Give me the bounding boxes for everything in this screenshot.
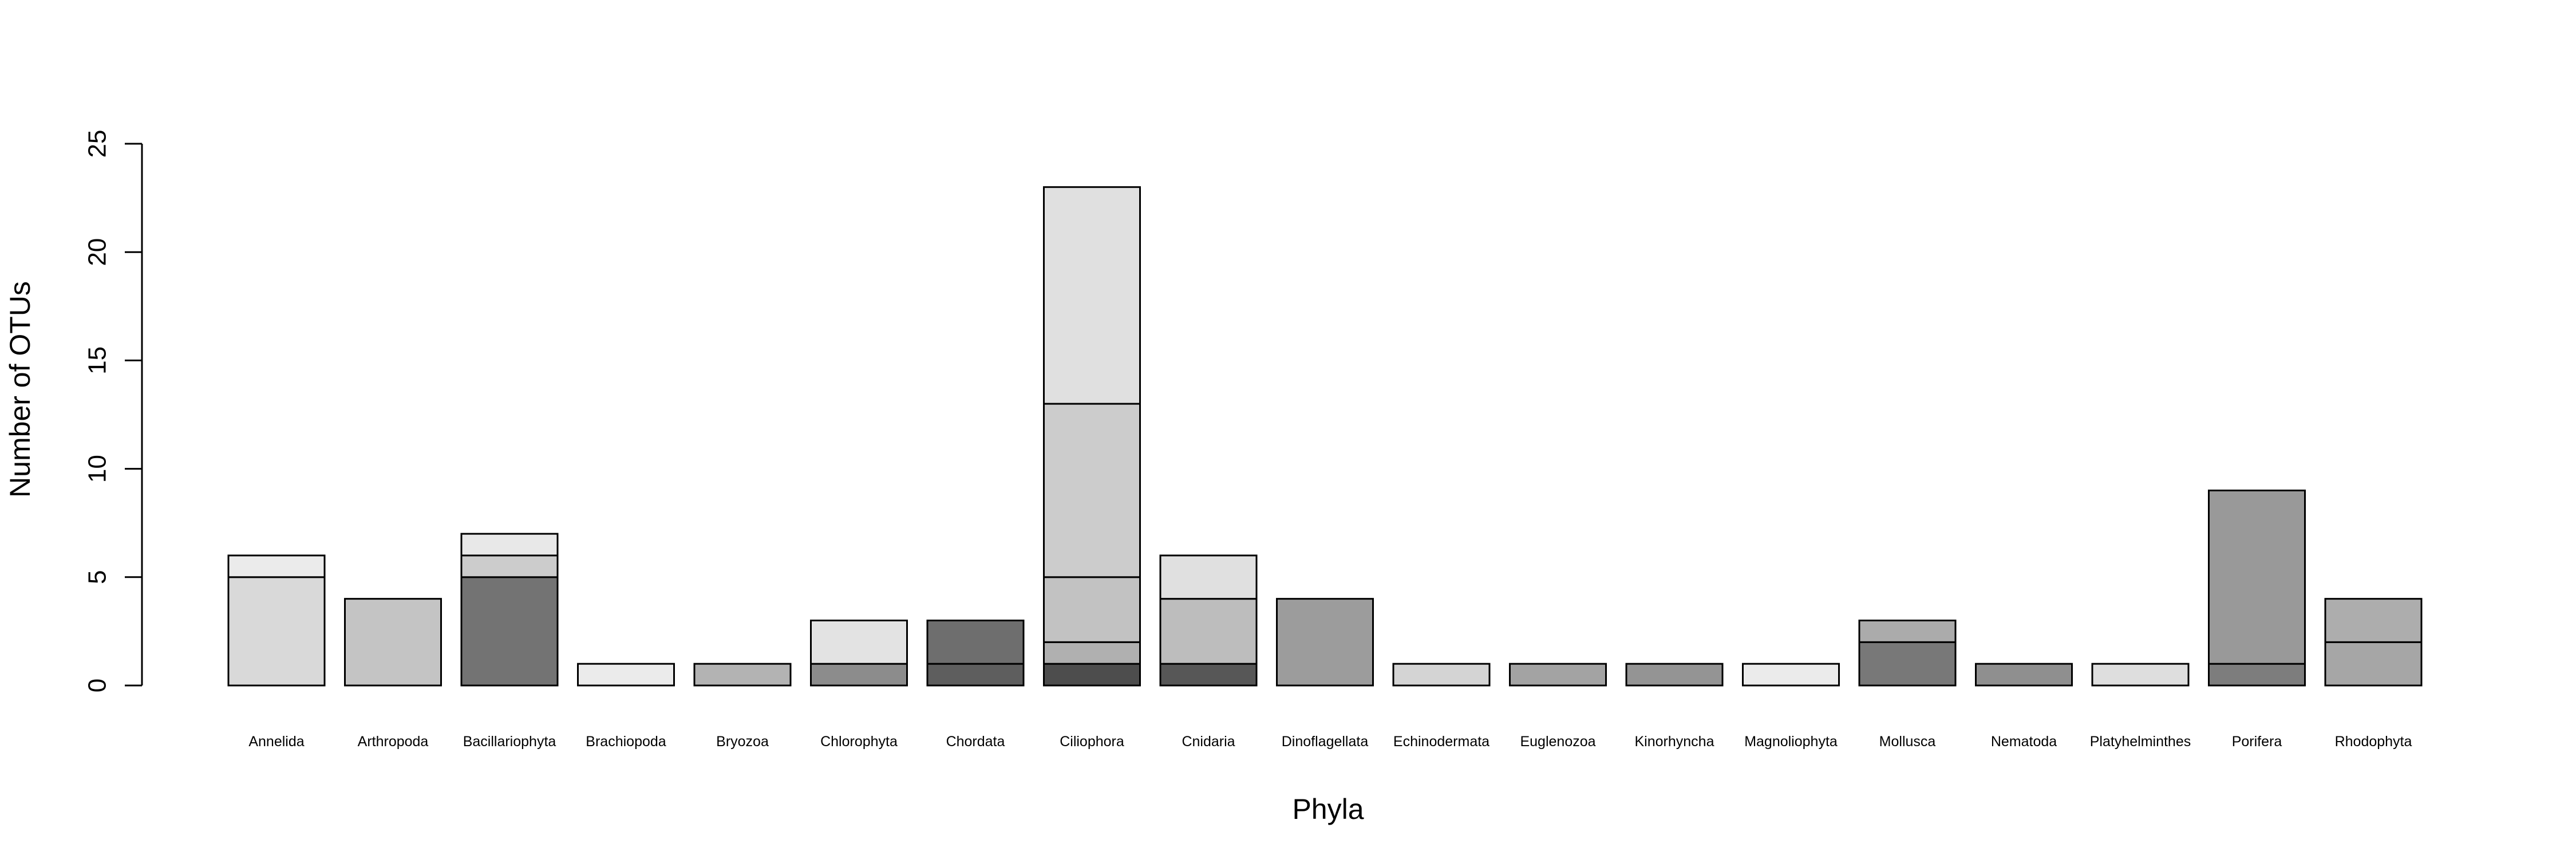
y-axis: 0 5 10 15 20 25 bbox=[84, 130, 143, 692]
y-tick-label-10: 10 bbox=[84, 455, 112, 483]
bar-segment-mollusca-1 bbox=[1858, 641, 1957, 687]
bar-segment-chlorophyta-1 bbox=[810, 663, 908, 687]
y-tick-label-20: 20 bbox=[84, 238, 112, 266]
x-tick-label-arthropoda: Arthropoda bbox=[358, 734, 429, 750]
bar-segment-mollusca-2 bbox=[1858, 619, 1957, 643]
bar-segment-ciliophora-1 bbox=[1043, 663, 1141, 687]
x-axis-title: Phyla bbox=[1292, 793, 1364, 825]
bar-segment-bacillariophyta-3 bbox=[460, 533, 559, 557]
x-tick-label-mollusca: Mollusca bbox=[1879, 734, 1936, 750]
x-tick-label-chlorophyta: Chlorophyta bbox=[820, 734, 898, 750]
x-tick-label-euglenozoa: Euglenozoa bbox=[1520, 734, 1595, 750]
x-tick-label-platyhelminthes: Platyhelminthes bbox=[2090, 734, 2191, 750]
x-tick-label-rhodophyta: Rhodophyta bbox=[2335, 734, 2412, 750]
bar-segment-arthropoda-1 bbox=[344, 598, 442, 687]
bar-segment-platyhelminthes-1 bbox=[2091, 663, 2190, 687]
bar-segment-cnidaria-3 bbox=[1159, 554, 1258, 600]
x-tick-label-bryozoa: Bryozoa bbox=[716, 734, 769, 750]
bar-segment-annelida-1 bbox=[227, 576, 326, 687]
bar-segment-chordata-2 bbox=[926, 619, 1025, 665]
bars-layer bbox=[227, 186, 2423, 687]
y-axis-title: Number of OTUs bbox=[4, 281, 36, 498]
x-tick-label-porifera: Porifera bbox=[2232, 734, 2282, 750]
bar-segment-brachiopoda-1 bbox=[577, 663, 675, 687]
x-tick-label-annelida: Annelida bbox=[248, 734, 304, 750]
bar-segment-ciliophora-4 bbox=[1043, 403, 1141, 578]
x-tick-label-cnidaria: Cnidaria bbox=[1182, 734, 1235, 750]
y-tick-label-25: 25 bbox=[84, 130, 112, 158]
bar-segment-porifera-2 bbox=[2208, 489, 2306, 665]
bar-segment-bryozoa-1 bbox=[693, 663, 792, 687]
bar-segment-cnidaria-2 bbox=[1159, 598, 1258, 665]
x-tick-label-nematoda: Nematoda bbox=[1991, 734, 2057, 750]
bar-segment-annelida-2 bbox=[227, 554, 326, 578]
bar-segment-ciliophora-3 bbox=[1043, 576, 1141, 643]
bar-segment-rhodophyta-2 bbox=[2324, 598, 2423, 643]
bar-segment-dinoflagellata-1 bbox=[1276, 598, 1374, 687]
bar-segment-chlorophyta-2 bbox=[810, 619, 908, 665]
x-tick-label-ciliophora: Ciliophora bbox=[1060, 734, 1124, 750]
bar-segment-bacillariophyta-1 bbox=[460, 576, 559, 687]
y-tick-label-15: 15 bbox=[84, 346, 112, 375]
bar-segment-bacillariophyta-2 bbox=[460, 554, 559, 578]
y-tick-label-5: 5 bbox=[84, 570, 112, 584]
x-tick-label-magnoliophyta: Magnoliophyta bbox=[1744, 734, 1838, 750]
x-tick-label-echinodermata: Echinodermata bbox=[1393, 734, 1490, 750]
bar-segment-cnidaria-1 bbox=[1159, 663, 1258, 687]
bar-segment-echinodermata-1 bbox=[1392, 663, 1491, 687]
x-tick-label-brachiopoda: Brachiopoda bbox=[586, 734, 666, 750]
bar-segment-ciliophora-2 bbox=[1043, 641, 1141, 665]
x-axis-labels: Annelida Arthropoda Bacillariophyta Brachio… bbox=[248, 734, 2412, 750]
x-tick-label-kinorhyncha: Kinorhyncha bbox=[1635, 734, 1714, 750]
bar-segment-rhodophyta-1 bbox=[2324, 641, 2423, 687]
bar-segment-magnoliophyta-1 bbox=[1742, 663, 1840, 687]
bar-segment-euglenozoa-1 bbox=[1509, 663, 1607, 687]
bar-segment-porifera-1 bbox=[2208, 663, 2306, 687]
bar-segment-kinorhyncha-1 bbox=[1625, 663, 1724, 687]
x-tick-label-dinoflagellata: Dinoflagellata bbox=[1282, 734, 1369, 750]
x-tick-label-chordata: Chordata bbox=[946, 734, 1005, 750]
bar-segment-chordata-1 bbox=[926, 663, 1025, 687]
bar-segment-nematoda-1 bbox=[1975, 663, 2073, 687]
x-tick-label-bacillariophyta: Bacillariophyta bbox=[463, 734, 556, 750]
bar-segment-ciliophora-5 bbox=[1043, 186, 1141, 405]
y-tick-label-0: 0 bbox=[84, 679, 112, 692]
